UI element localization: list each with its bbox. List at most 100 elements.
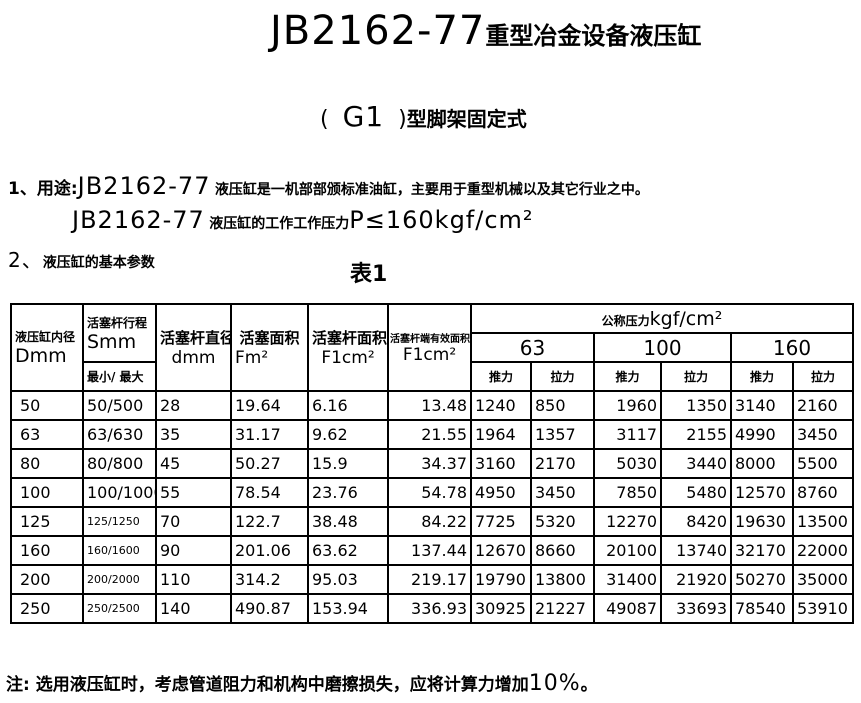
table-cell: 84.22 — [387, 506, 472, 537]
table-cell: 78.54 — [230, 477, 309, 508]
table-cell: 1960 — [593, 390, 662, 421]
table-row: 63 63/630 35 31.17 9.62 21.55 1964 1357 3117 2155… — [10, 419, 855, 450]
table-cell: 15.9 — [307, 448, 389, 479]
usage-text: 液压缸是一机部部颁标准油缸，主要用于重型机械以及其它行业之中。 — [214, 182, 649, 198]
table-cell: 63 — [10, 419, 84, 450]
table-cell: 12570 — [730, 477, 794, 508]
header-push: 推力 — [593, 361, 662, 392]
table-cell: 21227 — [530, 593, 595, 624]
table-cell: 137.44 — [387, 535, 472, 566]
table-row: 100 100/1000 55 78.54 23.76 54.78 4950 3450 7850… — [10, 477, 855, 508]
header-bore: 液压缸内径 Dmm — [10, 303, 84, 392]
table-cell: 140 — [155, 593, 232, 624]
table-cell: 1240 — [470, 390, 532, 421]
footnote-value: 10% — [528, 671, 581, 696]
table-cell: 9.62 — [307, 419, 389, 450]
header-pull: 拉力 — [530, 361, 595, 392]
table-cell: 50 — [10, 390, 84, 421]
table-cell: 201.06 — [230, 535, 309, 566]
table-cell: 200/2000 — [82, 564, 157, 595]
header-rod-area: 活塞杆面积 F1cm² — [307, 303, 389, 392]
table-cell: 153.94 — [307, 593, 389, 624]
usage-code: JB2162-77 — [77, 172, 211, 200]
table-cell: 250/2500 — [82, 593, 157, 624]
table-cell: 160 — [10, 535, 84, 566]
table-cell: 38.48 — [307, 506, 389, 537]
table-cell: 50270 — [730, 564, 794, 595]
table-cell: 63.62 — [307, 535, 389, 566]
pressure-formula: P≤160kgf/cm² — [349, 206, 534, 234]
paren-close: ) — [398, 107, 407, 132]
footnote: 注: 选用液压缸时，考虑管道阻力和机构中磨擦损失，应将计算力增加10%。 — [6, 670, 598, 696]
table-cell: 35000 — [791, 564, 855, 595]
table-label: 表1 — [350, 262, 388, 287]
table-cell: 45 — [155, 448, 232, 479]
table-cell: 250 — [10, 593, 84, 624]
table-cell: 314.2 — [230, 564, 309, 595]
table-cell: 30925 — [470, 593, 532, 624]
params-prefix: 2、 — [8, 248, 43, 272]
table-cell: 336.93 — [387, 593, 472, 624]
table-cell: 70 — [155, 506, 232, 537]
header-pull: 拉力 — [660, 361, 732, 392]
table-cell: 13800 — [530, 564, 595, 595]
table-cell: 55 — [155, 477, 232, 508]
table-cell: 7850 — [593, 477, 662, 508]
header-stroke: 活塞杆行程 Smm — [82, 303, 157, 363]
pressure-63: 63 — [470, 332, 595, 363]
table-cell: 3160 — [470, 448, 532, 479]
table-cell: 21.55 — [387, 419, 472, 450]
usage-prefix: 1、用途: — [8, 179, 78, 199]
table-cell: 63/630 — [82, 419, 157, 450]
table-cell: 7725 — [470, 506, 532, 537]
table-cell: 122.7 — [230, 506, 309, 537]
table-cell: 32170 — [730, 535, 794, 566]
table-cell: 3450 — [530, 477, 595, 508]
table-cell: 54.78 — [387, 477, 472, 508]
table-cell: 19.64 — [230, 390, 309, 421]
table-cell: 35 — [155, 419, 232, 450]
pressure-text: 液压缸的工作工作压力 — [209, 216, 350, 232]
table-cell: 1350 — [660, 390, 732, 421]
table-cell: 34.37 — [387, 448, 472, 479]
table-cell: 21920 — [660, 564, 732, 595]
table-cell: 1964 — [470, 419, 532, 450]
table-cell: 5030 — [593, 448, 662, 479]
table-cell: 219.17 — [387, 564, 472, 595]
pressure-100: 100 — [593, 332, 732, 363]
params-text: 液压缸的基本参数 — [42, 255, 155, 271]
table-cell: 160/1600 — [82, 535, 157, 566]
parameter-table: 液压缸内径 Dmm 活塞杆行程 Smm 活塞杆直径 dmm 活塞面积 Fm² 活塞杆面积… — [10, 303, 855, 624]
title-text: 重型冶金设备液压缸 — [485, 22, 702, 50]
table-cell: 8420 — [660, 506, 732, 537]
table-cell: 100 — [10, 477, 84, 508]
table-cell: 20100 — [593, 535, 662, 566]
table-row: 125 125/1250 70 122.7 38.48 84.22 7725 5320 1227… — [10, 506, 855, 537]
table-cell: 53910 — [791, 593, 855, 624]
pressure-160: 160 — [729, 332, 855, 363]
table-cell: 1357 — [530, 419, 595, 450]
table-cell: 5500 — [791, 448, 855, 479]
header-pull: 拉力 — [791, 361, 855, 392]
table-cell: 2155 — [660, 419, 732, 450]
table-cell: 4950 — [470, 477, 532, 508]
table-cell: 4990 — [730, 419, 794, 450]
params-heading: 2、液压缸的基本参数 — [8, 244, 155, 273]
table-cell: 490.87 — [230, 593, 309, 624]
table-cell: 13.48 — [387, 390, 472, 421]
table-cell: 6.16 — [307, 390, 389, 421]
table-cell: 5480 — [660, 477, 732, 508]
table-cell: 33693 — [660, 593, 732, 624]
usage-line: 1、用途:JB2162-77 液压缸是一机部部颁标准油缸，主要用于重型机械以及其… — [8, 172, 649, 200]
table-cell: 22000 — [791, 535, 855, 566]
header-nominal-pressure: 公称压力kgf/cm² — [469, 303, 855, 334]
table-cell: 19790 — [470, 564, 532, 595]
header-stroke-minmax: 最小/ 最大 — [82, 361, 157, 392]
footnote-end: 。 — [580, 675, 598, 695]
table-cell: 5320 — [530, 506, 595, 537]
table-cell: 49087 — [593, 593, 662, 624]
subtitle-text: 型脚架固定式 — [406, 107, 527, 131]
table-cell: 80/800 — [82, 448, 157, 479]
table-cell: 125 — [10, 506, 84, 537]
table-cell: 13740 — [660, 535, 732, 566]
